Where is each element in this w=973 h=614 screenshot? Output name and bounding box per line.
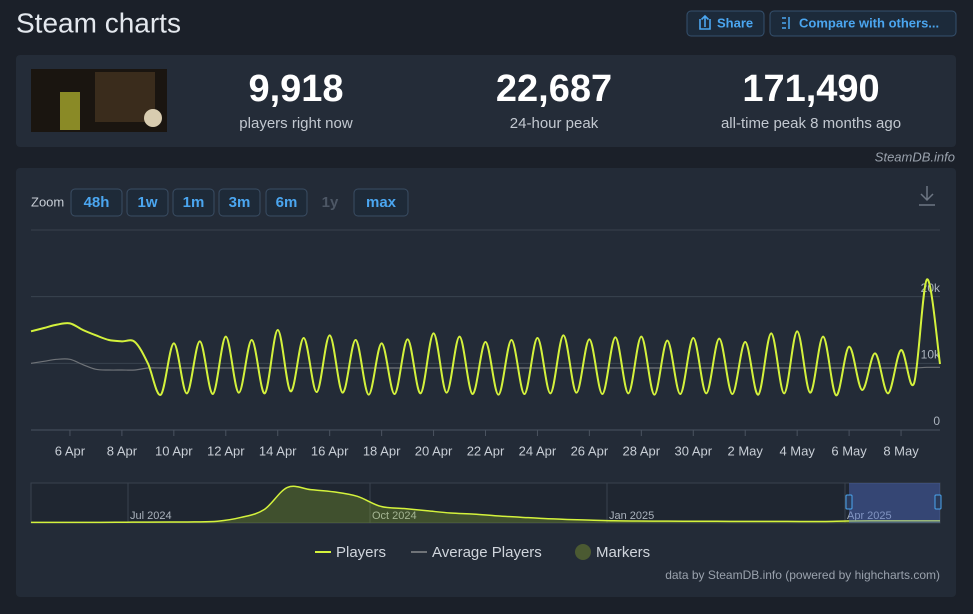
x-tick-label: 6 May (831, 443, 867, 458)
legend-label[interactable]: Players (336, 544, 386, 561)
stat-value: 22,687 (496, 68, 612, 110)
chart-panel (16, 168, 956, 597)
x-tick-label: 12 Apr (207, 443, 245, 458)
x-tick-label: 4 May (779, 443, 815, 458)
x-tick-label: 8 May (883, 443, 919, 458)
navigator-label: Jan 2025 (609, 510, 654, 522)
source: SteamDB.info (875, 149, 955, 164)
x-tick-label: 20 Apr (415, 443, 453, 458)
navigator-bg (30, 482, 941, 524)
thumb-shape (95, 72, 155, 122)
x-tick-label: 28 Apr (623, 443, 661, 458)
zoom-button-label[interactable]: 1m (183, 194, 205, 211)
stat-value: 9,918 (248, 68, 343, 110)
average-line (30, 358, 941, 371)
stat-label: all-time peak 8 months ago (721, 115, 901, 132)
compare-icon (782, 17, 790, 29)
share-button[interactable]: Share (686, 10, 765, 37)
stat-value: 171,490 (742, 68, 879, 110)
zoom-button-label[interactable]: 6m (276, 194, 298, 211)
zoom-button-label[interactable]: 3m (229, 194, 251, 211)
zoom-button[interactable] (172, 188, 215, 217)
zoom-button[interactable] (353, 188, 409, 217)
download-icon[interactable] (919, 186, 935, 206)
x-tick-label: 14 Apr (259, 443, 297, 458)
zoom-button[interactable] (265, 188, 308, 217)
x-tick-label: 8 Apr (107, 443, 138, 458)
zoom-button-label[interactable]: 48h (84, 194, 110, 211)
legend-label[interactable]: Average Players (432, 544, 542, 561)
stat-label: 24-hour peak (510, 115, 599, 132)
zoom-button-label[interactable]: max (366, 194, 397, 211)
navigator-label: Oct 2024 (372, 510, 417, 522)
zoom-label: Zoom (31, 194, 64, 209)
navigator-handle[interactable] (934, 494, 942, 510)
x-tick-label: 24 Apr (519, 443, 557, 458)
zoom-button-label: 1y (322, 194, 339, 211)
button-label[interactable]: Compare with others... (799, 15, 939, 30)
compare-button[interactable]: Compare with others... (769, 10, 957, 37)
y-tick-label: 10k (921, 348, 941, 362)
zoom-button[interactable] (218, 188, 261, 217)
x-tick-label: 6 Apr (55, 443, 86, 458)
navigator-selection[interactable] (849, 483, 940, 523)
players-line (30, 278, 941, 397)
thumb-shape (60, 92, 80, 130)
stats-panel (16, 55, 956, 147)
x-tick-label: 30 Apr (674, 443, 712, 458)
navigator-label: Apr 2025 (847, 510, 892, 522)
credit: data by SteamDB.info (powered by highcha… (665, 568, 940, 582)
zoom-button[interactable] (126, 188, 169, 217)
x-tick-label: 18 Apr (363, 443, 401, 458)
legend-label[interactable]: Markers (596, 544, 650, 561)
page-title: Steam charts (16, 7, 181, 38)
game-thumbnail (31, 69, 167, 132)
button-frame (769, 10, 957, 37)
x-tick-label: 10 Apr (155, 443, 193, 458)
y-tick-label: 0 (933, 414, 940, 428)
thumb-shape (144, 109, 162, 127)
button-label[interactable]: Share (717, 15, 753, 30)
zoom-button[interactable] (70, 188, 123, 217)
navigator-handle[interactable] (845, 494, 853, 510)
navigator-label: Jul 2024 (130, 510, 172, 522)
share-icon (699, 14, 711, 30)
x-tick-label: 22 Apr (467, 443, 505, 458)
navigator-line (31, 485, 940, 524)
x-tick-label: 2 May (728, 443, 764, 458)
legend-swatch (575, 544, 591, 560)
navigator-area (31, 486, 940, 523)
x-tick-label: 26 Apr (571, 443, 609, 458)
x-tick-label: 16 Apr (311, 443, 349, 458)
zoom-button-label[interactable]: 1w (137, 194, 157, 211)
stat-label: players right now (239, 115, 353, 132)
